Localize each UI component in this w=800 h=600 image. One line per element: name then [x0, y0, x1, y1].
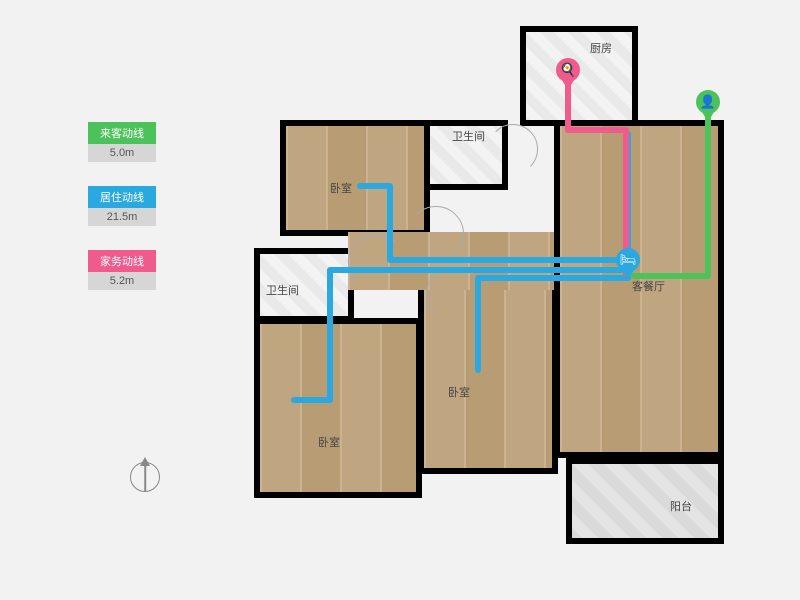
room-label: 卫生间 [266, 282, 299, 298]
guest-pin-icon: 👤 [696, 90, 720, 124]
pin-head: 👤 [696, 90, 720, 114]
pin-tail [622, 270, 634, 280]
chore-pin-icon: 🍳 [556, 58, 580, 92]
pin-head: 🍳 [556, 58, 580, 82]
legend-item-guest: 来客动线 5.0m [88, 122, 156, 162]
legend: 来客动线 5.0m 居住动线 21.5m 家务动线 5.2m [88, 122, 156, 314]
room-label: 厨房 [590, 40, 612, 56]
pin-glyph: 🍳 [560, 62, 576, 78]
legend-value: 5.2m [88, 272, 156, 290]
room-bedroom [254, 318, 422, 498]
room-bedroom [418, 284, 558, 474]
legend-label: 家务动线 [88, 250, 156, 272]
room-label: 卫生间 [452, 128, 485, 144]
pin-glyph: 👤 [700, 94, 716, 110]
compass-icon [130, 462, 160, 492]
pin-glyph: 🛏 [620, 252, 637, 268]
legend-label: 来客动线 [88, 122, 156, 144]
floor-plan: 厨房 卫生间 卧室 卫生间 卧室 卧室 客餐厅 阳台 🍳 👤 🛏 [230, 20, 740, 580]
legend-value: 21.5m [88, 208, 156, 226]
room-bedroom [280, 120, 430, 236]
legend-item-living: 居住动线 21.5m [88, 186, 156, 226]
room-label: 卧室 [330, 180, 352, 196]
room-balcony [566, 458, 724, 544]
legend-item-chore: 家务动线 5.2m [88, 250, 156, 290]
legend-value: 5.0m [88, 144, 156, 162]
pin-tail [562, 80, 574, 90]
pin-tail [702, 112, 714, 122]
living-pin-icon: 🛏 [616, 248, 640, 282]
pin-head: 🛏 [616, 248, 640, 272]
legend-label: 居住动线 [88, 186, 156, 208]
room-label: 卧室 [448, 384, 470, 400]
room-label: 卧室 [318, 434, 340, 450]
room-label: 阳台 [670, 498, 692, 514]
